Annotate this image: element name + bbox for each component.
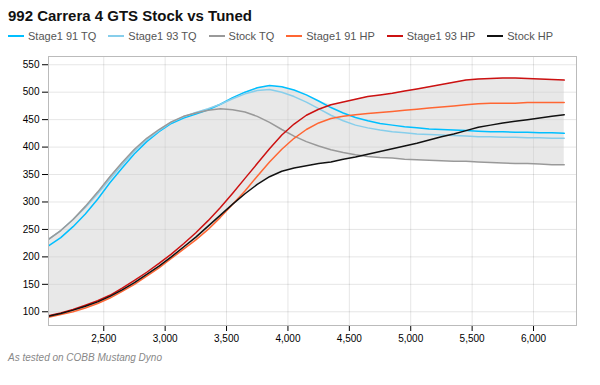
svg-text:550: 550 [23, 59, 40, 70]
html-text:Stage1 93 HP: Stage1 93 HP [406, 30, 476, 42]
svg-text:150: 150 [23, 279, 40, 290]
svg-text:4,000: 4,000 [275, 333, 300, 344]
svg-text:4,500: 4,500 [337, 333, 362, 344]
html-text:Stock TQ: Stock TQ [228, 30, 275, 42]
svg-text:6,000: 6,000 [521, 333, 546, 344]
svg-text:350: 350 [23, 169, 40, 180]
svg-text:400: 400 [23, 141, 40, 152]
svg-text:2,500: 2,500 [91, 333, 116, 344]
svg-text:300: 300 [23, 196, 40, 207]
svg-text:5,500: 5,500 [460, 333, 485, 344]
html-text:Stock HP: Stock HP [507, 30, 554, 42]
html-text:Stage1 91 HP: Stage1 91 HP [306, 30, 375, 42]
svg-text:3,500: 3,500 [214, 333, 239, 344]
svg-text:250: 250 [23, 224, 40, 235]
svg-text:450: 450 [23, 114, 40, 125]
html-text:Stage1 91 TQ: Stage1 91 TQ [28, 30, 97, 42]
html-text:As tested on COBB Mustang Dyno: As tested on COBB Mustang Dyno [8, 352, 162, 363]
svg-text:100: 100 [23, 306, 40, 317]
svg-text:500: 500 [23, 86, 40, 97]
html-text:992 Carrera 4 GTS Stock vs Tun: 992 Carrera 4 GTS Stock vs Tuned [8, 7, 252, 24]
svg-text:3,000: 3,000 [153, 333, 178, 344]
html-text:Stage1 93 TQ: Stage1 93 TQ [128, 30, 197, 42]
svg-text:5,000: 5,000 [398, 333, 423, 344]
svg-text:200: 200 [23, 251, 40, 262]
